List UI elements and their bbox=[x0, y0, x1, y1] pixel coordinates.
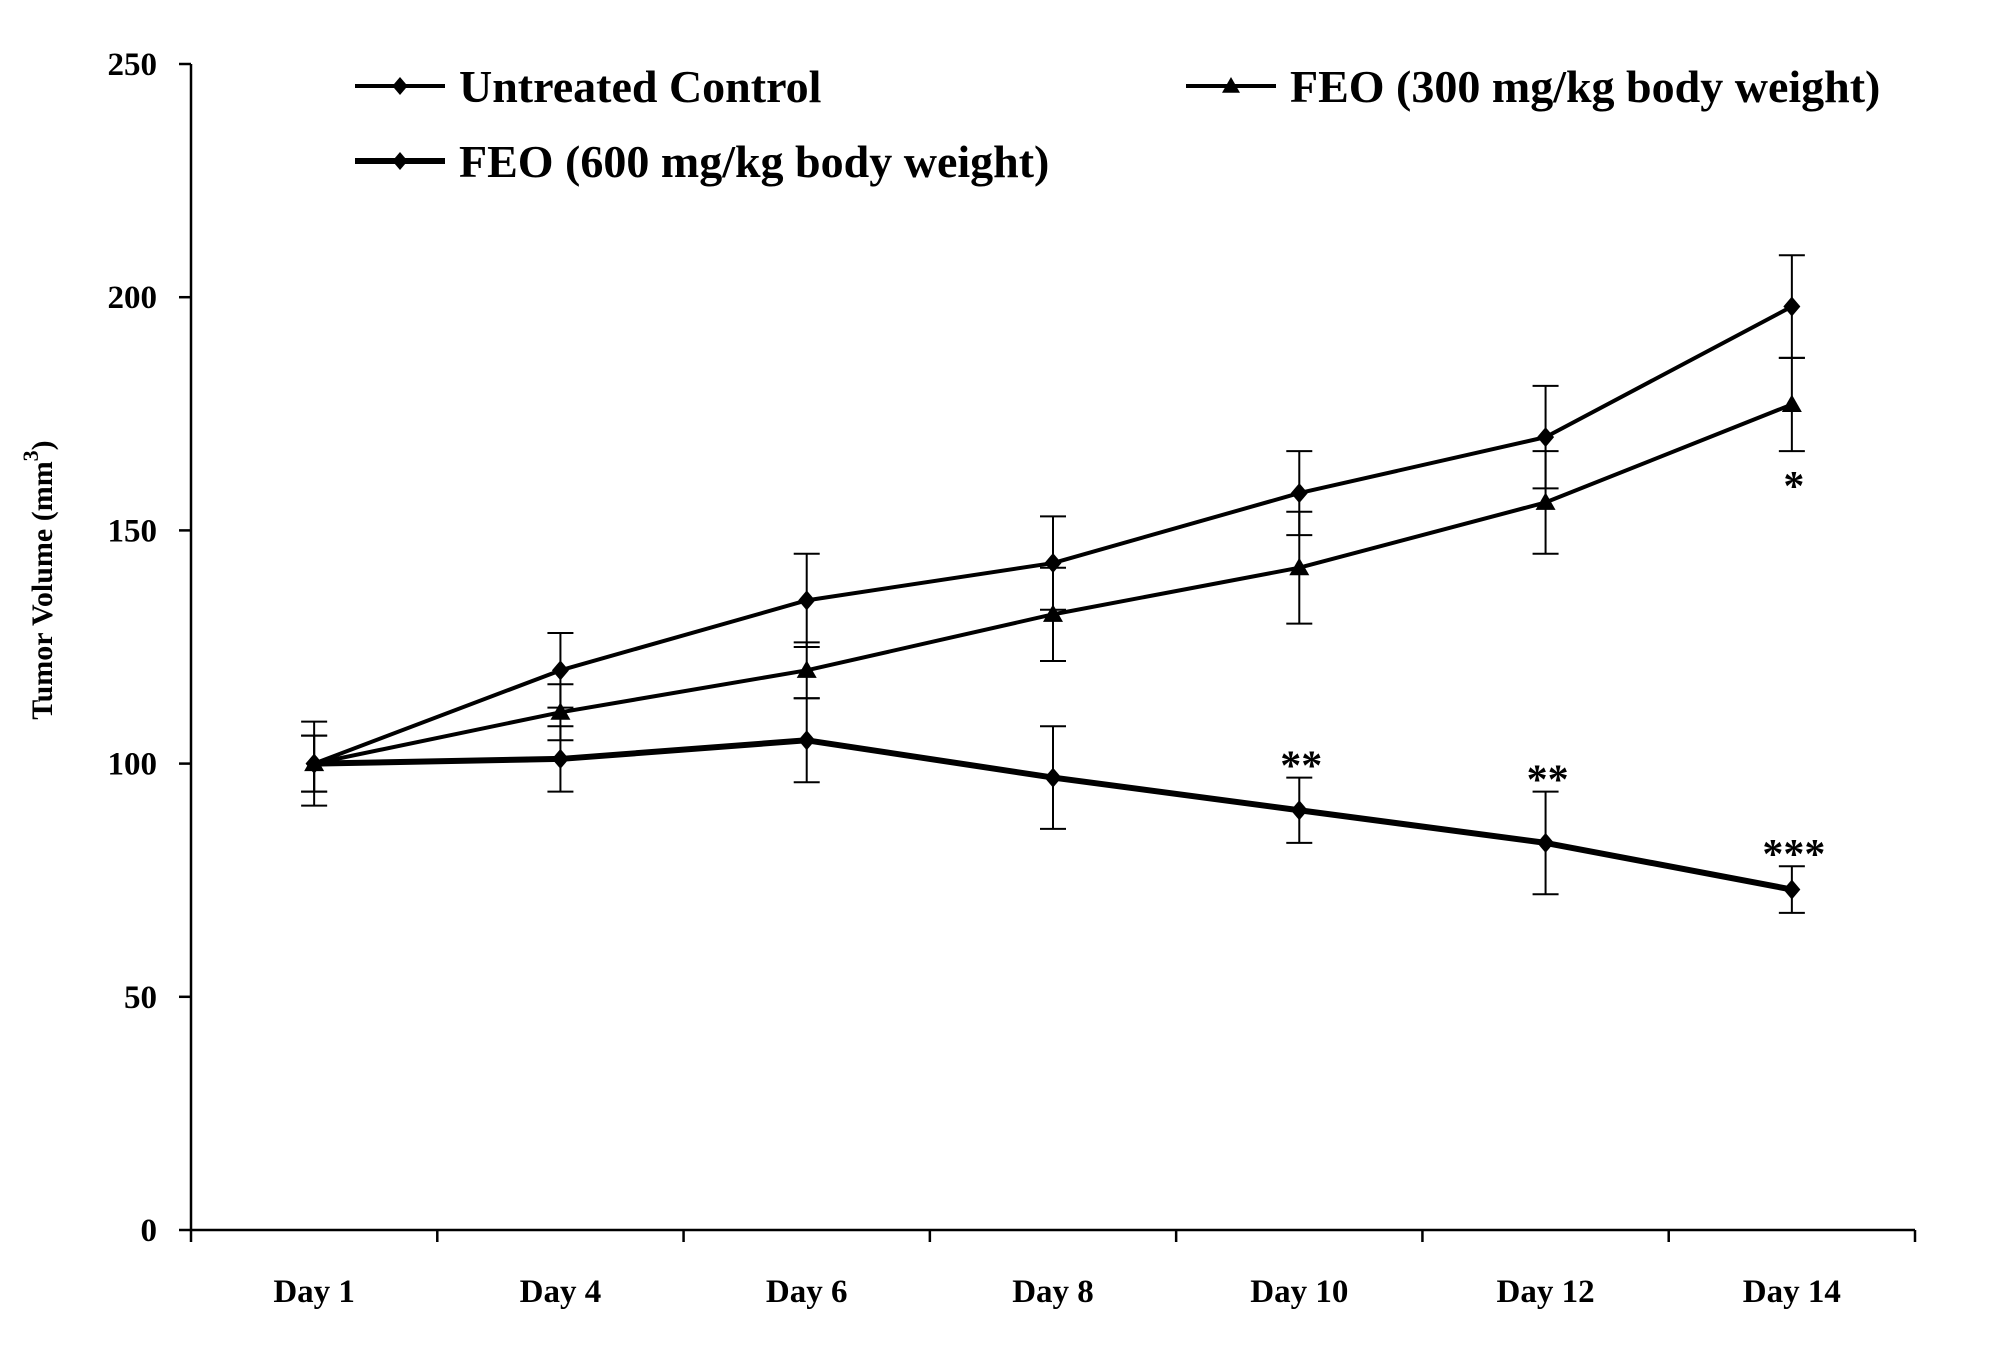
triangle-marker bbox=[1222, 77, 1240, 93]
diamond-marker bbox=[798, 590, 816, 611]
y-tick-label: 0 bbox=[141, 1213, 158, 1249]
triangle-marker bbox=[796, 660, 817, 678]
significance-annotation: * bbox=[1783, 464, 1804, 510]
y-tick-label: 150 bbox=[108, 513, 158, 549]
legend-label: FEO (600 mg/kg body weight) bbox=[459, 136, 1049, 187]
series-1 bbox=[301, 254, 1805, 807]
diamond-marker bbox=[392, 152, 408, 170]
y-axis-label-close: ) bbox=[26, 440, 59, 450]
legend-label: Untreated Control bbox=[459, 61, 821, 112]
diamond-marker bbox=[305, 753, 323, 774]
triangle-marker bbox=[1043, 604, 1063, 622]
x-tick-label: Day 1 bbox=[273, 1274, 355, 1310]
series-layer bbox=[301, 254, 1805, 914]
diamond-marker bbox=[1783, 879, 1801, 900]
series-3 bbox=[301, 697, 1805, 914]
y-axis-label: Tumor Volume (mm3) bbox=[18, 440, 59, 719]
annotation-layer: *** ***** bbox=[1280, 464, 1825, 878]
legend-label: FEO (300 mg/kg body weight) bbox=[1290, 61, 1880, 112]
triangle-marker bbox=[1535, 492, 1556, 510]
diamond-marker bbox=[1044, 767, 1062, 788]
y-axis-label-text: Tumor Volume (mm bbox=[26, 461, 59, 719]
legend-entry-1: Untreated Control bbox=[355, 61, 821, 112]
diamond-marker bbox=[1290, 800, 1308, 821]
significance-annotation: ** bbox=[1280, 744, 1322, 790]
diamond-marker bbox=[551, 748, 569, 769]
x-tick-label: Day 4 bbox=[520, 1274, 602, 1310]
diamond-marker bbox=[798, 730, 816, 751]
y-tick-label: 100 bbox=[108, 747, 158, 783]
y-axis-label-superscript: 3 bbox=[18, 450, 43, 461]
diamond-marker bbox=[1290, 483, 1308, 504]
x-tick-label: Day 6 bbox=[766, 1274, 848, 1310]
diamond-marker bbox=[551, 660, 569, 681]
y-tick-label: 50 bbox=[124, 980, 157, 1016]
diamond-marker bbox=[1537, 832, 1555, 853]
x-tick-label: Day 12 bbox=[1497, 1274, 1595, 1310]
x-tick-label: Day 8 bbox=[1012, 1274, 1094, 1310]
triangle-marker bbox=[1781, 394, 1802, 412]
x-tick-label: Day 10 bbox=[1250, 1274, 1348, 1310]
y-tick-label: 200 bbox=[108, 280, 158, 316]
triangle-marker bbox=[550, 702, 571, 720]
triangle-marker bbox=[1289, 557, 1310, 576]
ticks: 0 50 100 150 200 250 Day 1 Day 4 Day 6 Day 8 Day 1… bbox=[108, 47, 1917, 1310]
legend: Untreated Control FEO (300 mg/kg body wei… bbox=[355, 61, 1880, 187]
significance-annotation: ** bbox=[1527, 758, 1569, 804]
legend-entry-2: FEO (300 mg/kg body weight) bbox=[1186, 61, 1880, 112]
diamond-marker bbox=[392, 77, 408, 95]
x-tick-label: Day 14 bbox=[1743, 1274, 1841, 1310]
diamond-marker bbox=[1537, 427, 1555, 448]
significance-annotation: *** bbox=[1762, 832, 1825, 878]
y-tick-label: 250 bbox=[108, 47, 158, 83]
legend-entry-3: FEO (600 mg/kg body weight) bbox=[355, 136, 1049, 187]
axes bbox=[189, 64, 1915, 1232]
diamond-marker bbox=[1783, 296, 1801, 317]
